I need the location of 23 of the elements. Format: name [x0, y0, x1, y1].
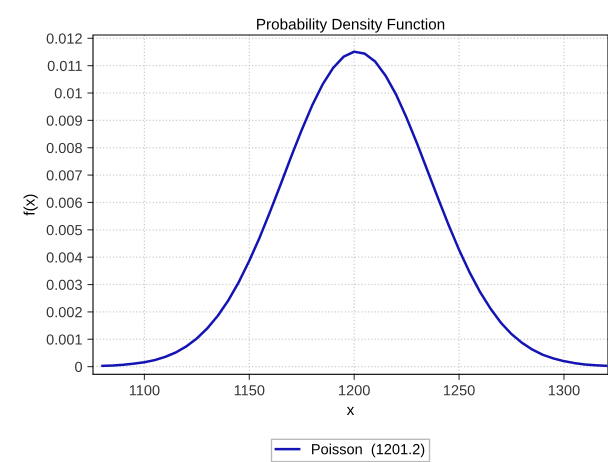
y-tick-label: 0.008 — [46, 142, 82, 154]
y-axis-title: f(x) — [24, 194, 38, 216]
chart-title: Probability Density Function — [257, 18, 444, 33]
x-axis-title: x — [346, 406, 354, 415]
y-tick-label: 0.003 — [46, 280, 82, 290]
y-tick-label: 0.007 — [46, 170, 82, 181]
x-tick-label: 1300 — [548, 385, 580, 396]
y-tick-label: 0.001 — [46, 334, 82, 345]
y-tick-label: 0.004 — [46, 252, 82, 263]
y-tick-label: 0.009 — [46, 115, 82, 126]
x-tick-label: 1250 — [444, 385, 475, 396]
x-tick-label: 1150 — [234, 385, 264, 396]
y-tick-label: 0.011 — [48, 60, 82, 72]
y-tick-label: 0.006 — [46, 198, 82, 208]
x-tick-label: 1200 — [339, 385, 370, 396]
x-tick-label: 1100 — [130, 385, 160, 396]
y-tick-label: 0.01 — [54, 88, 82, 98]
line-series — [101, 50, 608, 368]
y-tick-label: 0.012 — [46, 33, 82, 44]
y-tick-label: 0 — [75, 362, 82, 372]
y-tick-label: 0.005 — [46, 224, 82, 236]
y-tick-label: 0.002 — [46, 307, 82, 318]
legend-label: Poisson (1201.2) — [312, 444, 424, 458]
